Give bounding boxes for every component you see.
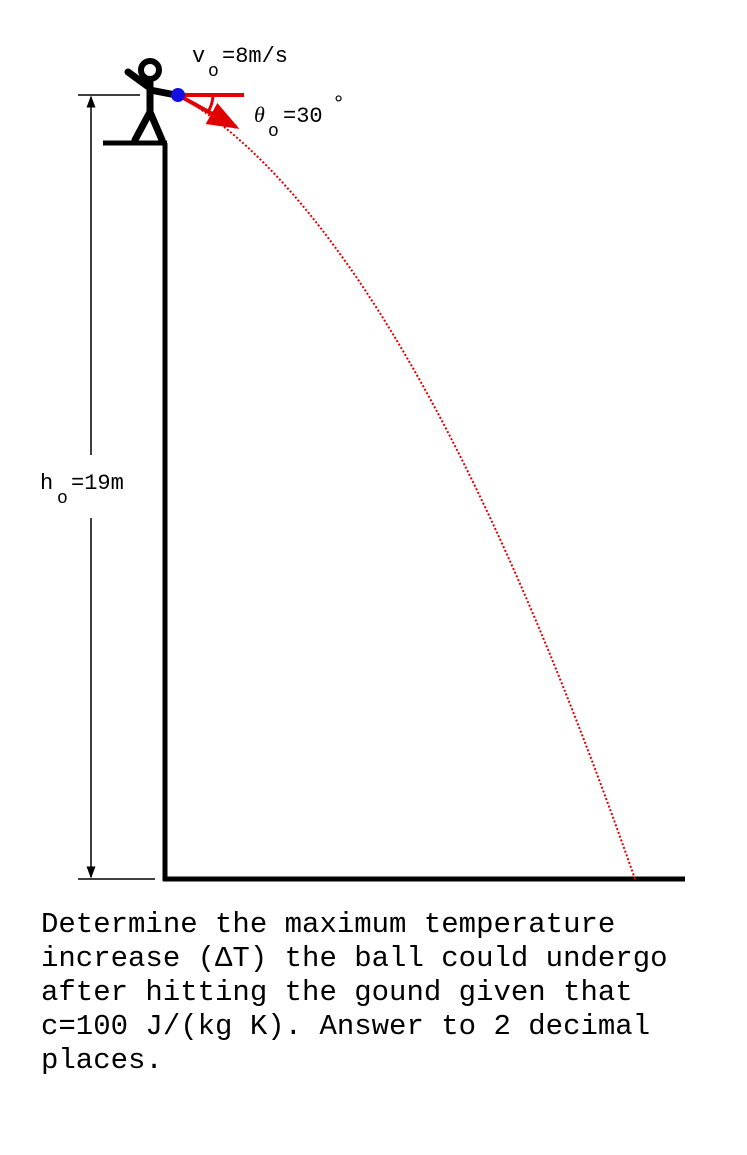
ball bbox=[171, 88, 185, 102]
question-line: Determine the maximum temperature bbox=[41, 908, 615, 941]
question-line: increase (ΔT) the ball could undergo bbox=[41, 942, 668, 975]
height-subscript: o bbox=[57, 489, 68, 509]
question-line: after hitting the gound given that bbox=[41, 976, 633, 1009]
angle-subscript: o bbox=[268, 122, 279, 142]
velocity-symbol: v bbox=[192, 44, 205, 69]
height-value: =19m bbox=[71, 471, 124, 496]
angle-degree: ° bbox=[332, 92, 345, 117]
velocity-subscript: o bbox=[208, 62, 219, 82]
question: Determine the maximum temperatureincreas… bbox=[41, 908, 668, 1077]
height-symbol: h bbox=[40, 471, 53, 496]
trajectory bbox=[177, 94, 636, 880]
angle-arc bbox=[206, 94, 215, 113]
question-line: places. bbox=[41, 1044, 163, 1077]
stick-figure bbox=[124, 58, 180, 144]
angle-symbol: θ bbox=[254, 102, 265, 127]
question-line: c=100 J/(kg K). Answer to 2 decimal bbox=[41, 1010, 650, 1043]
angle-value: =30 bbox=[283, 104, 323, 129]
velocity-value: =8m/s bbox=[222, 44, 288, 69]
